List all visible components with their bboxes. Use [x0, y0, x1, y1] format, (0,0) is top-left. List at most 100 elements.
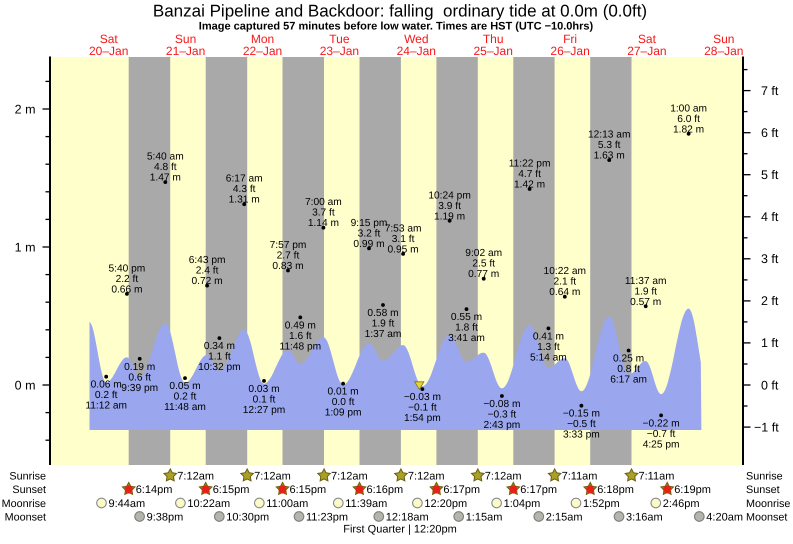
svg-text:1.63 m: 1.63 m — [594, 151, 625, 162]
svg-text:6:17 am: 6:17 am — [226, 174, 263, 185]
svg-text:Sat: Sat — [100, 32, 119, 46]
svg-text:6.0 ft: 6.0 ft — [677, 114, 700, 125]
svg-text:7:12am: 7:12am — [254, 471, 291, 483]
svg-text:3:41 am: 3:41 am — [448, 333, 485, 344]
svg-text:Mon: Mon — [251, 32, 274, 46]
svg-text:2 ft: 2 ft — [761, 294, 779, 308]
svg-text:11:23pm: 11:23pm — [306, 512, 348, 524]
svg-text:3.7 ft: 3.7 ft — [312, 208, 335, 219]
svg-text:1:04pm: 1:04pm — [504, 498, 541, 510]
svg-text:3:16am: 3:16am — [626, 512, 663, 524]
svg-text:Tue: Tue — [329, 32, 350, 46]
svg-text:Moonset: Moonset — [5, 511, 46, 523]
svg-text:0.55 m: 0.55 m — [451, 312, 482, 323]
svg-text:1.31 m: 1.31 m — [229, 195, 260, 206]
svg-text:7:12am: 7:12am — [408, 471, 445, 483]
svg-text:20–Jan: 20–Jan — [89, 44, 128, 58]
svg-text:0.58 m: 0.58 m — [367, 308, 398, 319]
svg-text:11:12 am: 11:12 am — [85, 401, 127, 412]
svg-text:6:15pm: 6:15pm — [290, 484, 327, 496]
svg-text:7:00 am: 7:00 am — [305, 197, 342, 208]
svg-text:1.14 m: 1.14 m — [308, 218, 339, 229]
svg-text:1.3 ft: 1.3 ft — [537, 342, 560, 353]
svg-text:2 m: 2 m — [15, 102, 36, 116]
svg-text:6:15pm: 6:15pm — [213, 484, 250, 496]
svg-text:0.0 ft: 0.0 ft — [332, 397, 355, 408]
svg-text:9:39 pm: 9:39 pm — [121, 383, 158, 394]
svg-text:3.1 ft: 3.1 ft — [392, 234, 415, 245]
svg-text:12:13 am: 12:13 am — [588, 130, 630, 141]
svg-text:4:20am: 4:20am — [706, 512, 743, 524]
svg-text:2:15am: 2:15am — [546, 512, 583, 524]
svg-text:0.19 m: 0.19 m — [124, 362, 155, 373]
svg-text:4 ft: 4 ft — [761, 210, 779, 224]
svg-text:9:15 pm: 9:15 pm — [351, 218, 388, 229]
svg-text:5 ft: 5 ft — [761, 168, 779, 182]
svg-text:6:18pm: 6:18pm — [597, 484, 634, 496]
svg-text:Sunrise: Sunrise — [746, 470, 783, 482]
svg-text:1.1 ft: 1.1 ft — [208, 352, 231, 363]
svg-text:7:11am: 7:11am — [639, 471, 675, 483]
svg-text:1.8 ft: 1.8 ft — [455, 323, 478, 334]
svg-text:9:44am: 9:44am — [109, 498, 146, 510]
svg-text:5:14 am: 5:14 am — [530, 352, 567, 363]
svg-text:24–Jan: 24–Jan — [397, 44, 436, 58]
svg-text:1.47 m: 1.47 m — [150, 173, 181, 184]
svg-text:10:30pm: 10:30pm — [226, 512, 269, 524]
svg-text:Moonrise: Moonrise — [2, 498, 46, 510]
svg-text:6:19pm: 6:19pm — [674, 484, 711, 496]
svg-text:−0.5 ft: −0.5 ft — [567, 419, 596, 430]
svg-text:Image captured 57 minutes befo: Image captured 57 minutes before low wat… — [199, 21, 594, 33]
svg-text:Fri: Fri — [563, 32, 577, 46]
svg-text:0.34 m: 0.34 m — [204, 341, 235, 352]
svg-text:1:09 pm: 1:09 pm — [325, 408, 362, 419]
svg-text:0.41 m: 0.41 m — [533, 331, 564, 342]
svg-text:0.72 m: 0.72 m — [192, 276, 223, 287]
svg-text:0.01 m: 0.01 m — [328, 387, 359, 398]
svg-text:1.9 ft: 1.9 ft — [634, 286, 657, 297]
svg-text:6:17pm: 6:17pm — [443, 484, 480, 496]
svg-text:11:48 am: 11:48 am — [164, 402, 206, 413]
svg-text:1:54 pm: 1:54 pm — [404, 413, 441, 424]
svg-text:Sunset: Sunset — [12, 484, 46, 496]
svg-text:2:46pm: 2:46pm — [663, 498, 700, 510]
svg-text:12:18am: 12:18am — [386, 512, 429, 524]
svg-text:0.57 m: 0.57 m — [630, 297, 661, 308]
svg-text:9:38pm: 9:38pm — [147, 512, 184, 524]
svg-text:Moonrise: Moonrise — [746, 498, 790, 510]
svg-text:6:14pm: 6:14pm — [136, 484, 173, 496]
svg-text:27–Jan: 27–Jan — [627, 44, 666, 58]
svg-text:0.03 m: 0.03 m — [248, 384, 279, 395]
svg-text:10:32 pm: 10:32 pm — [198, 362, 240, 373]
svg-text:6 ft: 6 ft — [761, 126, 779, 140]
svg-text:6:43 pm: 6:43 pm — [189, 255, 226, 266]
svg-text:0.66 m: 0.66 m — [111, 284, 142, 295]
svg-text:−0.3 ft: −0.3 ft — [488, 410, 517, 421]
svg-text:0.8 ft: 0.8 ft — [617, 364, 640, 375]
svg-text:7:53 am: 7:53 am — [385, 223, 422, 234]
svg-text:Moonset: Moonset — [746, 511, 787, 523]
svg-text:11:48 pm: 11:48 pm — [279, 341, 321, 352]
svg-text:0.05 m: 0.05 m — [169, 381, 200, 392]
svg-text:0 m: 0 m — [15, 378, 36, 392]
svg-text:−1 ft: −1 ft — [754, 420, 779, 434]
svg-text:5:40 am: 5:40 am — [147, 152, 184, 163]
svg-text:26–Jan: 26–Jan — [550, 44, 589, 58]
svg-text:1.9 ft: 1.9 ft — [372, 319, 395, 330]
svg-text:9:02 am: 9:02 am — [465, 248, 502, 259]
svg-text:25–Jan: 25–Jan — [474, 44, 513, 58]
svg-text:2.5 ft: 2.5 ft — [472, 259, 495, 270]
svg-text:0.25 m: 0.25 m — [613, 354, 644, 365]
svg-text:0.99 m: 0.99 m — [353, 239, 384, 250]
svg-text:1:37 am: 1:37 am — [365, 329, 402, 340]
svg-text:4:25 pm: 4:25 pm — [643, 439, 680, 450]
svg-text:3 ft: 3 ft — [761, 252, 779, 266]
svg-text:7:11am: 7:11am — [562, 471, 598, 483]
svg-text:6:17pm: 6:17pm — [520, 484, 557, 496]
svg-text:−0.22 m: −0.22 m — [643, 418, 680, 429]
svg-text:1:00 am: 1:00 am — [670, 103, 707, 114]
svg-text:2.1 ft: 2.1 ft — [553, 277, 576, 288]
svg-text:2.7 ft: 2.7 ft — [277, 251, 300, 262]
svg-text:0.1 ft: 0.1 ft — [253, 394, 276, 405]
svg-text:10:22 am: 10:22 am — [544, 266, 586, 277]
